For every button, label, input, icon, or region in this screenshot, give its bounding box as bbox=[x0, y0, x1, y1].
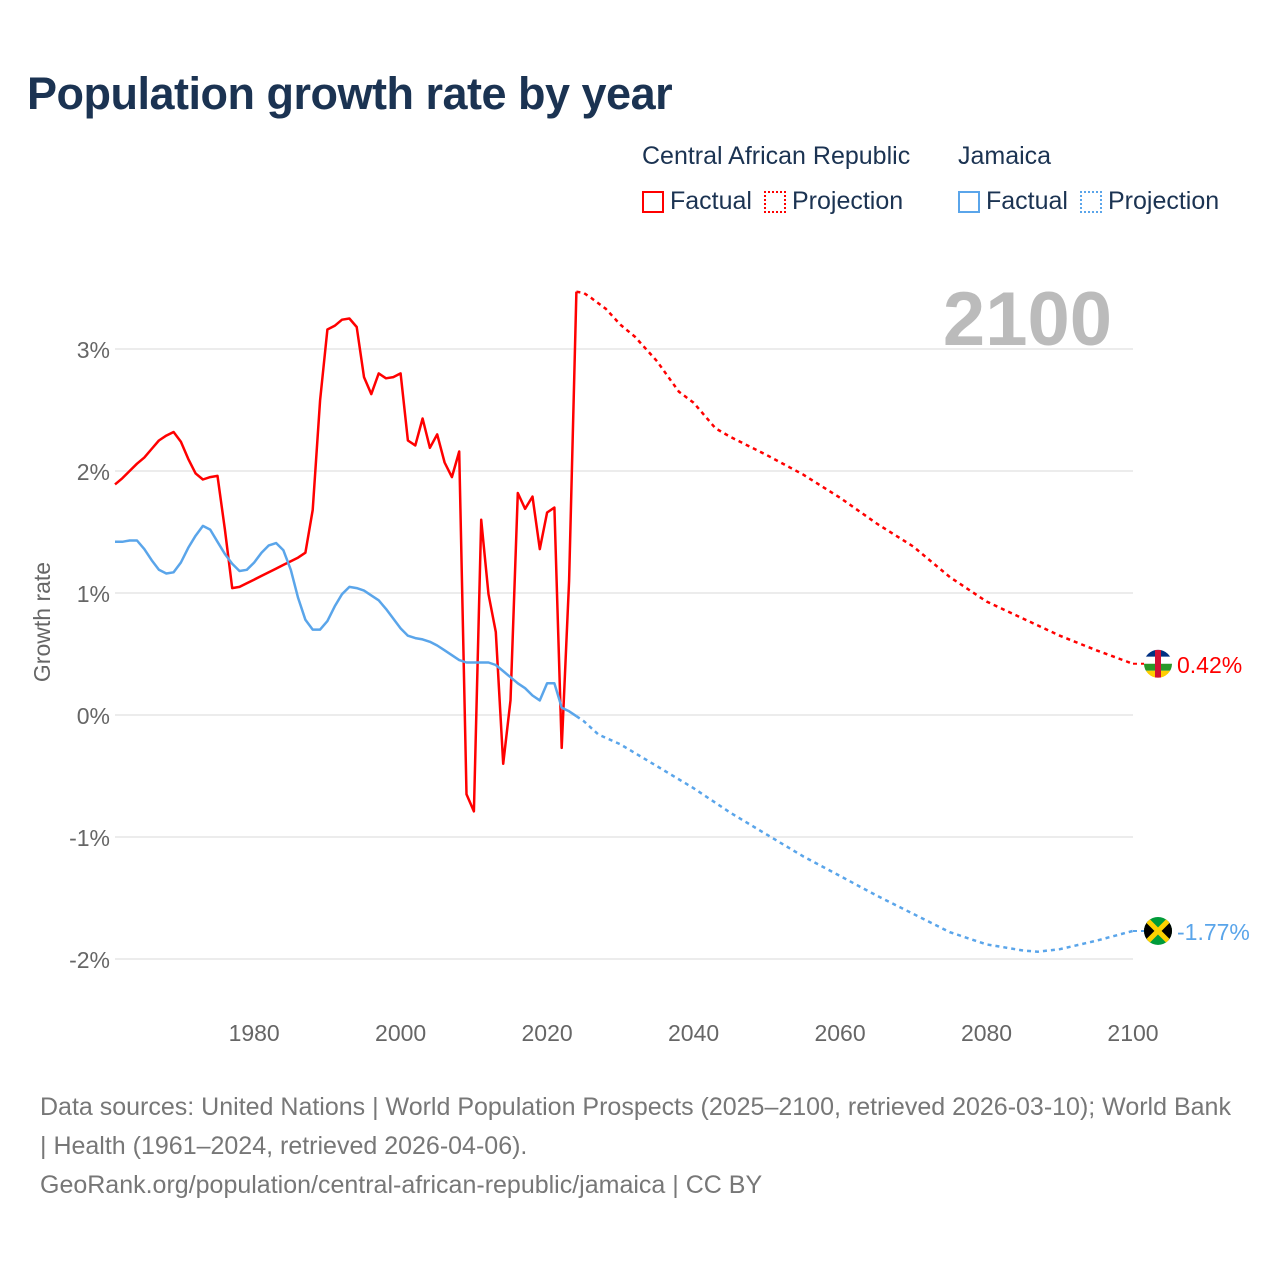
footer: Data sources: United Nations | World Pop… bbox=[40, 1088, 1240, 1205]
series-line-projection-1 bbox=[575, 715, 1134, 953]
chart-plot: 3% 2% 1% 0% -1% -2% 1980 2000 2020 2040 2060 2080 21… bbox=[29, 290, 1250, 1046]
x-tick-label: 2020 bbox=[522, 1020, 573, 1046]
y-tick-label: 1% bbox=[77, 581, 110, 607]
legend-item-jamaica-factual[interactable]: Factual bbox=[958, 187, 1068, 216]
x-tick-label: 2000 bbox=[375, 1020, 426, 1046]
legend-label: Projection bbox=[1107, 187, 1220, 215]
legend-group-title: Jamaica bbox=[958, 142, 1052, 170]
x-tick-label: 2080 bbox=[961, 1020, 1012, 1046]
x-tick-label: 1980 bbox=[229, 1020, 280, 1046]
legend-label: Factual bbox=[986, 187, 1068, 215]
y-tick-label: 3% bbox=[77, 337, 110, 363]
end-value-label: 0.42% bbox=[1177, 652, 1242, 678]
series-line-factual-0 bbox=[114, 291, 578, 813]
chart-title: Population growth rate by year bbox=[27, 68, 673, 119]
jamaica-flag-icon bbox=[1144, 916, 1172, 945]
series-line-projection-0 bbox=[576, 290, 1134, 665]
x-tick-label: 2100 bbox=[1107, 1020, 1158, 1046]
current-year-label: 2100 bbox=[942, 277, 1112, 362]
y-tick-label: -1% bbox=[69, 825, 110, 851]
dotted-swatch-icon bbox=[1079, 190, 1102, 213]
car-flag-icon bbox=[1144, 649, 1172, 678]
legend-label: Projection bbox=[791, 187, 904, 215]
solid-swatch-icon bbox=[958, 190, 980, 213]
series-line-factual-1 bbox=[115, 524, 578, 718]
source-link[interactable]: GeoRank.org/population/central-african-r… bbox=[40, 1171, 763, 1199]
dotted-swatch-icon bbox=[763, 190, 786, 213]
legend-group-title: Central African Republic bbox=[642, 142, 911, 170]
x-tick-label: 2040 bbox=[668, 1020, 719, 1046]
legend-item-car-factual[interactable]: Factual bbox=[642, 187, 752, 216]
data-sources: Data sources: United Nations | World Pop… bbox=[40, 1093, 1231, 1160]
y-tick-label: -2% bbox=[69, 947, 110, 973]
legend-item-jamaica-projection[interactable]: Projection bbox=[1079, 187, 1220, 216]
y-axis-label: Growth rate bbox=[29, 562, 55, 682]
x-tick-label: 2060 bbox=[814, 1020, 865, 1046]
legend-item-car-projection[interactable]: Projection bbox=[763, 187, 904, 216]
end-value-label: -1.77% bbox=[1177, 919, 1250, 945]
y-tick-label: 2% bbox=[77, 459, 110, 485]
legend-label: Factual bbox=[670, 187, 752, 215]
legend-group-jamaica: Jamaica Factual Projection bbox=[958, 142, 1219, 216]
legend-group-car: Central African Republic Factual Project… bbox=[642, 142, 910, 216]
y-tick-label: 0% bbox=[77, 703, 110, 729]
solid-swatch-icon bbox=[642, 190, 664, 213]
